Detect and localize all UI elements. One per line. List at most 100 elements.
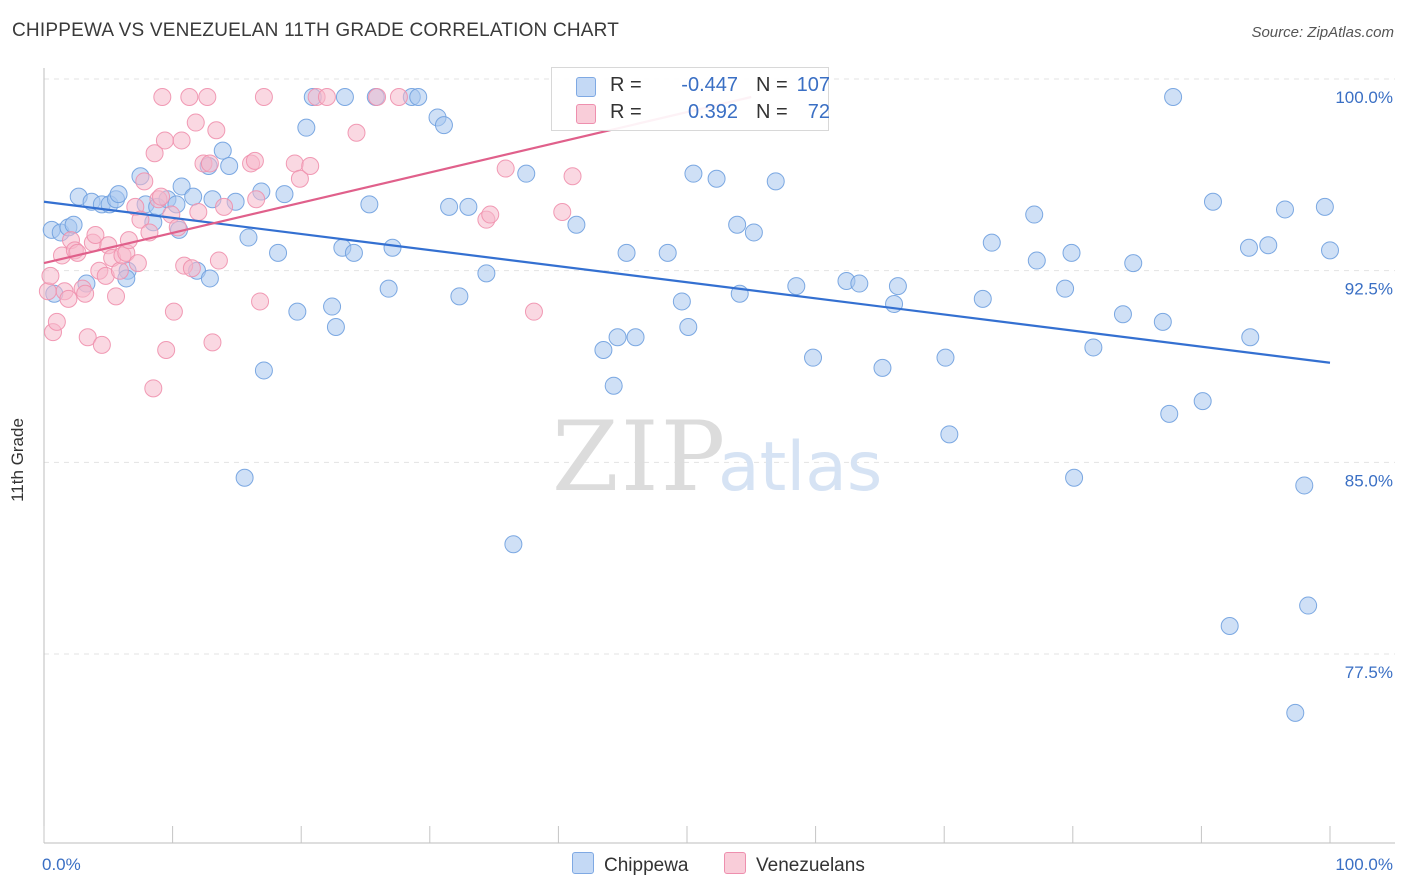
data-point xyxy=(247,190,266,209)
legend-n-label: N = xyxy=(756,74,788,96)
legend-r-label: R = xyxy=(610,74,642,96)
data-point xyxy=(1056,279,1075,298)
bottom-legend-chippewa[interactable]: Chippewa xyxy=(572,852,689,877)
data-point xyxy=(1153,312,1172,331)
watermark-zip: ZIP xyxy=(552,401,727,513)
data-point xyxy=(59,289,78,308)
data-point xyxy=(76,284,95,303)
data-point xyxy=(1275,200,1294,219)
data-point xyxy=(145,144,164,163)
data-point xyxy=(1164,88,1183,106)
data-point xyxy=(180,88,199,106)
data-point xyxy=(617,243,636,262)
data-point xyxy=(144,379,163,398)
data-point xyxy=(285,154,304,173)
data-point xyxy=(189,203,208,221)
data-point xyxy=(360,195,379,214)
data-point xyxy=(1241,328,1260,347)
data-point xyxy=(982,233,1001,252)
series-chippewa xyxy=(42,88,1339,722)
x-tick-label: 0.0% xyxy=(42,855,81,874)
data-point xyxy=(251,292,270,311)
data-point xyxy=(594,341,613,359)
data-point xyxy=(275,185,294,204)
data-point xyxy=(524,302,543,321)
correlation-legend: R = -0.447 N = 107 R = 0.392 N = 72 xyxy=(551,67,830,131)
data-point xyxy=(553,203,572,221)
legend-label-chippewa: Chippewa xyxy=(604,855,689,876)
data-point xyxy=(728,215,747,234)
data-point xyxy=(86,226,105,244)
data-point xyxy=(335,88,354,106)
legend-n-value: 72 xyxy=(807,101,830,123)
data-point xyxy=(290,169,309,188)
data-point xyxy=(1027,251,1046,270)
data-point xyxy=(186,113,205,132)
data-point xyxy=(200,269,219,288)
data-point xyxy=(604,376,623,395)
data-point xyxy=(379,279,398,298)
y-tick-label: 85.0% xyxy=(1345,471,1393,490)
data-point xyxy=(164,302,183,321)
data-point xyxy=(1065,468,1084,487)
data-point xyxy=(172,131,191,150)
data-point xyxy=(936,348,955,367)
data-point xyxy=(450,287,469,306)
data-point xyxy=(940,425,959,444)
data-point xyxy=(626,328,645,347)
data-point xyxy=(1295,476,1314,495)
data-point xyxy=(254,88,273,106)
data-point xyxy=(203,333,222,352)
bottom-legend-venezuelans[interactable]: Venezuelans xyxy=(724,852,865,877)
data-point xyxy=(567,215,586,234)
data-point xyxy=(184,187,203,206)
data-point xyxy=(1315,197,1334,216)
data-point xyxy=(658,243,677,262)
legend-n-label: N = xyxy=(756,101,788,123)
data-point xyxy=(347,123,366,142)
x-tick-label: 100.0% xyxy=(1335,855,1393,874)
data-point xyxy=(440,197,459,216)
legend-n-value: 107 xyxy=(796,74,830,96)
data-point xyxy=(481,205,500,224)
data-point xyxy=(873,358,892,377)
data-point xyxy=(744,223,763,242)
data-point xyxy=(317,88,336,106)
data-point xyxy=(269,243,288,262)
legend-label-venezuelans: Venezuelans xyxy=(756,855,865,876)
data-point xyxy=(326,318,345,336)
data-point xyxy=(110,261,129,280)
data-point xyxy=(1286,703,1305,722)
data-point xyxy=(517,164,536,183)
data-point xyxy=(409,88,428,106)
legend-swatch-venezuelans xyxy=(576,104,596,124)
data-point xyxy=(1203,192,1222,211)
data-point xyxy=(220,157,239,175)
data-point xyxy=(766,172,785,191)
data-point xyxy=(209,251,228,270)
data-point xyxy=(1239,238,1258,257)
data-point xyxy=(1259,236,1278,255)
data-point xyxy=(38,282,57,301)
data-point xyxy=(504,535,523,554)
data-point xyxy=(1062,243,1081,262)
data-point xyxy=(152,187,171,206)
data-point xyxy=(1193,392,1212,411)
data-point xyxy=(1084,338,1103,357)
data-point xyxy=(235,468,254,487)
data-point xyxy=(787,277,806,296)
legend-r-value: 0.392 xyxy=(687,101,738,123)
data-point xyxy=(477,264,496,283)
data-point xyxy=(850,274,869,293)
data-point xyxy=(128,254,147,273)
data-point xyxy=(1220,617,1239,635)
data-point xyxy=(684,164,703,183)
legend-swatch-venezuelans xyxy=(724,852,746,874)
data-point xyxy=(1025,205,1044,224)
data-point xyxy=(172,177,191,196)
data-point xyxy=(1113,305,1132,324)
legend-r-label: R = xyxy=(610,101,642,123)
data-point xyxy=(153,88,172,106)
